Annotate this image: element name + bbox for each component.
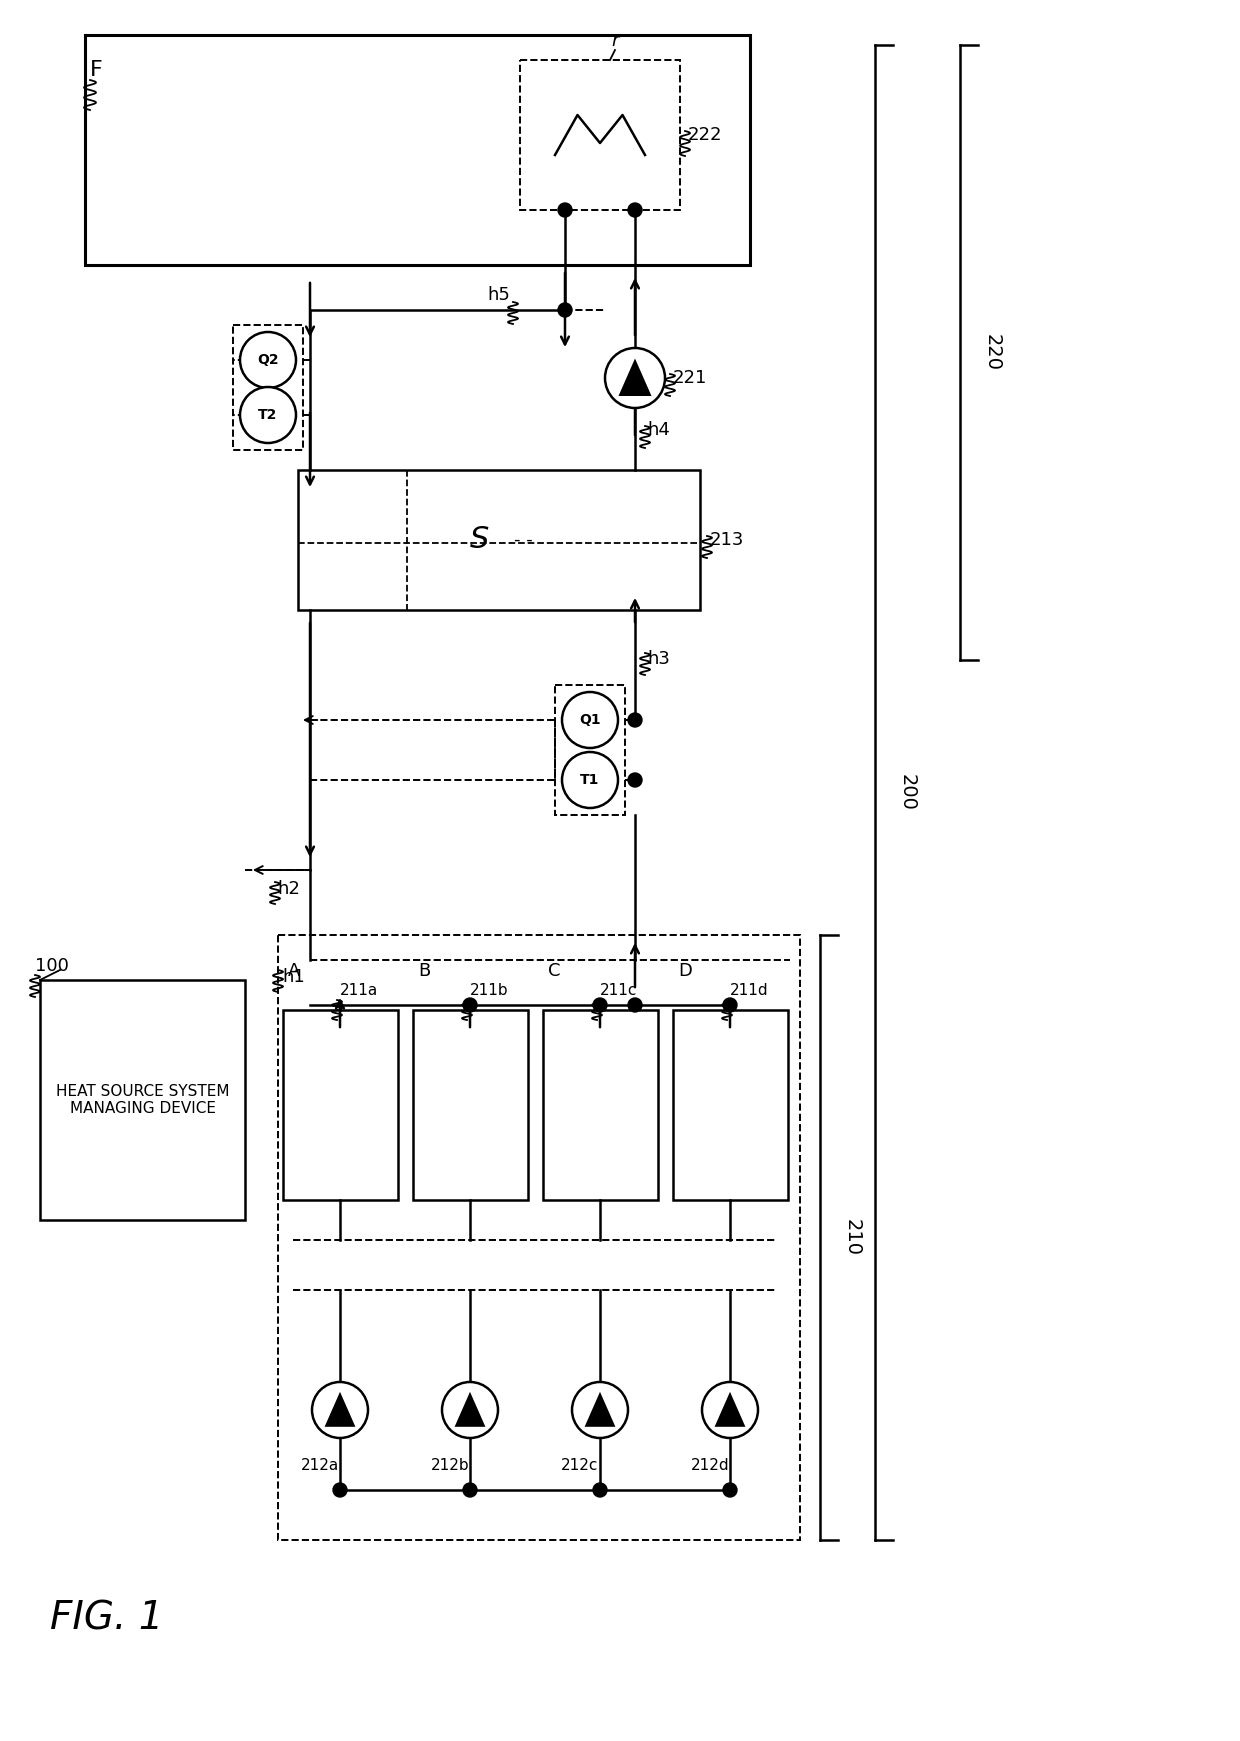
Text: Q2: Q2: [257, 353, 279, 367]
Circle shape: [241, 333, 296, 388]
Text: A: A: [288, 963, 300, 980]
Polygon shape: [455, 1391, 485, 1428]
Text: 211c: 211c: [600, 984, 637, 998]
Polygon shape: [325, 1391, 356, 1428]
Circle shape: [562, 752, 618, 808]
Bar: [40, 980, 246, 1220]
Text: 212d: 212d: [691, 1457, 729, 1473]
Bar: [543, 1010, 658, 1200]
Text: 222: 222: [688, 125, 723, 145]
Text: r: r: [611, 31, 619, 50]
Circle shape: [312, 1382, 368, 1438]
Circle shape: [627, 773, 642, 787]
Text: D: D: [678, 963, 692, 980]
Text: 220: 220: [983, 334, 1002, 371]
Circle shape: [593, 998, 608, 1012]
Circle shape: [723, 998, 737, 1012]
Text: 213: 213: [711, 531, 744, 548]
Text: C: C: [548, 963, 560, 980]
Bar: [520, 59, 680, 211]
Text: 212c: 212c: [562, 1457, 599, 1473]
Circle shape: [627, 714, 642, 728]
Polygon shape: [714, 1391, 745, 1428]
Text: h5: h5: [487, 286, 510, 305]
Text: FIG. 1: FIG. 1: [50, 1600, 164, 1638]
Bar: [86, 35, 750, 265]
Bar: [413, 1010, 528, 1200]
Circle shape: [723, 1483, 737, 1497]
Polygon shape: [619, 359, 651, 395]
Circle shape: [558, 303, 572, 317]
Text: 211d: 211d: [730, 984, 769, 998]
Text: F: F: [91, 59, 103, 80]
Circle shape: [441, 1382, 498, 1438]
Text: B: B: [418, 963, 430, 980]
Bar: [283, 1010, 398, 1200]
Text: 212b: 212b: [430, 1457, 469, 1473]
Text: 200: 200: [898, 775, 918, 811]
Circle shape: [463, 1483, 477, 1497]
Circle shape: [558, 204, 572, 218]
Text: 211a: 211a: [340, 984, 378, 998]
Text: h1: h1: [283, 968, 305, 985]
Polygon shape: [584, 1391, 615, 1428]
Text: HEAT SOURCE SYSTEM
MANAGING DEVICE: HEAT SOURCE SYSTEM MANAGING DEVICE: [56, 1085, 229, 1116]
Circle shape: [702, 1382, 758, 1438]
Text: S: S: [469, 526, 489, 554]
Circle shape: [605, 348, 665, 407]
Text: h2: h2: [277, 879, 300, 898]
Bar: [298, 470, 701, 609]
Text: 212a: 212a: [301, 1457, 339, 1473]
Text: 210: 210: [843, 1219, 862, 1255]
Circle shape: [241, 387, 296, 442]
Text: 100: 100: [35, 958, 69, 975]
Bar: [556, 684, 625, 815]
Circle shape: [627, 998, 642, 1012]
Circle shape: [334, 1483, 347, 1497]
Text: T1: T1: [580, 773, 600, 787]
Text: h3: h3: [647, 649, 670, 669]
Text: - -: - -: [515, 531, 533, 548]
Circle shape: [627, 204, 642, 218]
Bar: [278, 935, 800, 1541]
Text: 211b: 211b: [470, 984, 508, 998]
Circle shape: [572, 1382, 627, 1438]
Text: Q1: Q1: [579, 714, 601, 728]
Circle shape: [593, 1483, 608, 1497]
Circle shape: [463, 998, 477, 1012]
Bar: [673, 1010, 787, 1200]
Bar: [233, 326, 303, 449]
Text: T2: T2: [258, 407, 278, 421]
Text: h4: h4: [647, 421, 670, 439]
Circle shape: [562, 691, 618, 749]
Text: 221: 221: [673, 369, 707, 387]
